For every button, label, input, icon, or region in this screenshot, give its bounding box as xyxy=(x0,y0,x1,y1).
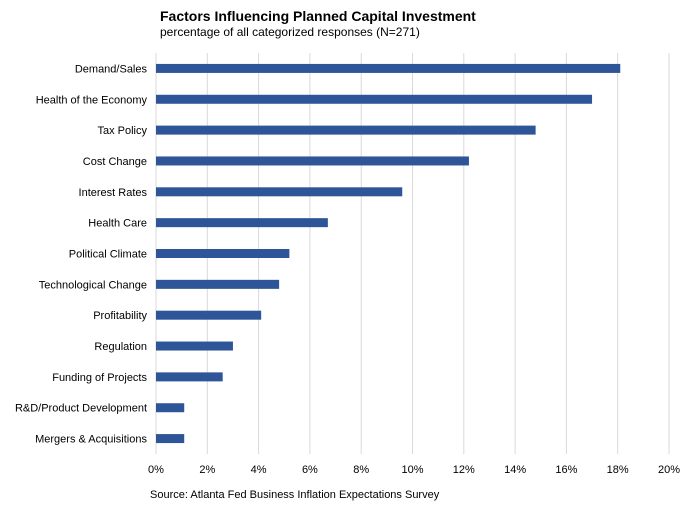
category-label: Health Care xyxy=(88,218,147,230)
category-label: Health of the Economy xyxy=(36,94,148,106)
category-label: Interest Rates xyxy=(79,187,148,199)
category-label: Profitability xyxy=(93,310,147,322)
category-label: Funding of Projects xyxy=(52,372,147,384)
chart-source: Source: Atlanta Fed Business Inflation E… xyxy=(150,489,440,501)
bar xyxy=(156,125,536,135)
bar xyxy=(156,279,280,289)
category-label: Tax Policy xyxy=(97,125,147,137)
x-tick-label: 8% xyxy=(353,464,369,476)
bar xyxy=(156,310,262,320)
category-label: Political Climate xyxy=(69,249,147,261)
x-tick-label: 0% xyxy=(148,464,164,476)
x-tick-label: 10% xyxy=(401,464,423,476)
bar xyxy=(156,341,233,351)
chart-subtitle: percentage of all categorized responses … xyxy=(160,25,420,39)
bar xyxy=(156,403,185,413)
bar xyxy=(156,249,290,258)
bars xyxy=(156,63,621,444)
chart-title: Factors Influencing Planned Capital Inve… xyxy=(160,8,476,24)
category-label: Regulation xyxy=(94,341,147,353)
bar xyxy=(156,218,328,228)
category-labels: Demand/Sales Health of the Economy Tax Pol… xyxy=(15,63,148,445)
x-tick-label: 16% xyxy=(555,464,577,476)
category-label: R&D/Product Development xyxy=(15,403,147,415)
bar xyxy=(156,94,593,104)
bar xyxy=(156,434,185,444)
x-tick-label: 20% xyxy=(658,464,680,476)
x-tick-label: 6% xyxy=(302,464,318,476)
category-label: Cost Change xyxy=(83,156,147,168)
bar xyxy=(156,372,223,382)
category-label: Mergers & Acquisitions xyxy=(35,434,147,446)
x-tick-labels: 0% 2% 4% 6% 8% 10% 12% 14% 16% 18% 20% xyxy=(148,464,680,476)
x-tick-label: 4% xyxy=(251,464,267,476)
bar xyxy=(156,156,469,166)
category-label: Technological Change xyxy=(39,279,147,291)
bar xyxy=(156,187,403,197)
x-tick-label: 12% xyxy=(453,464,475,476)
x-tick-label: 2% xyxy=(199,464,215,476)
bar xyxy=(156,63,621,73)
x-tick-label: 18% xyxy=(607,464,629,476)
category-label: Demand/Sales xyxy=(75,63,148,75)
gridlines xyxy=(155,53,670,454)
x-tick-label: 14% xyxy=(504,464,526,476)
